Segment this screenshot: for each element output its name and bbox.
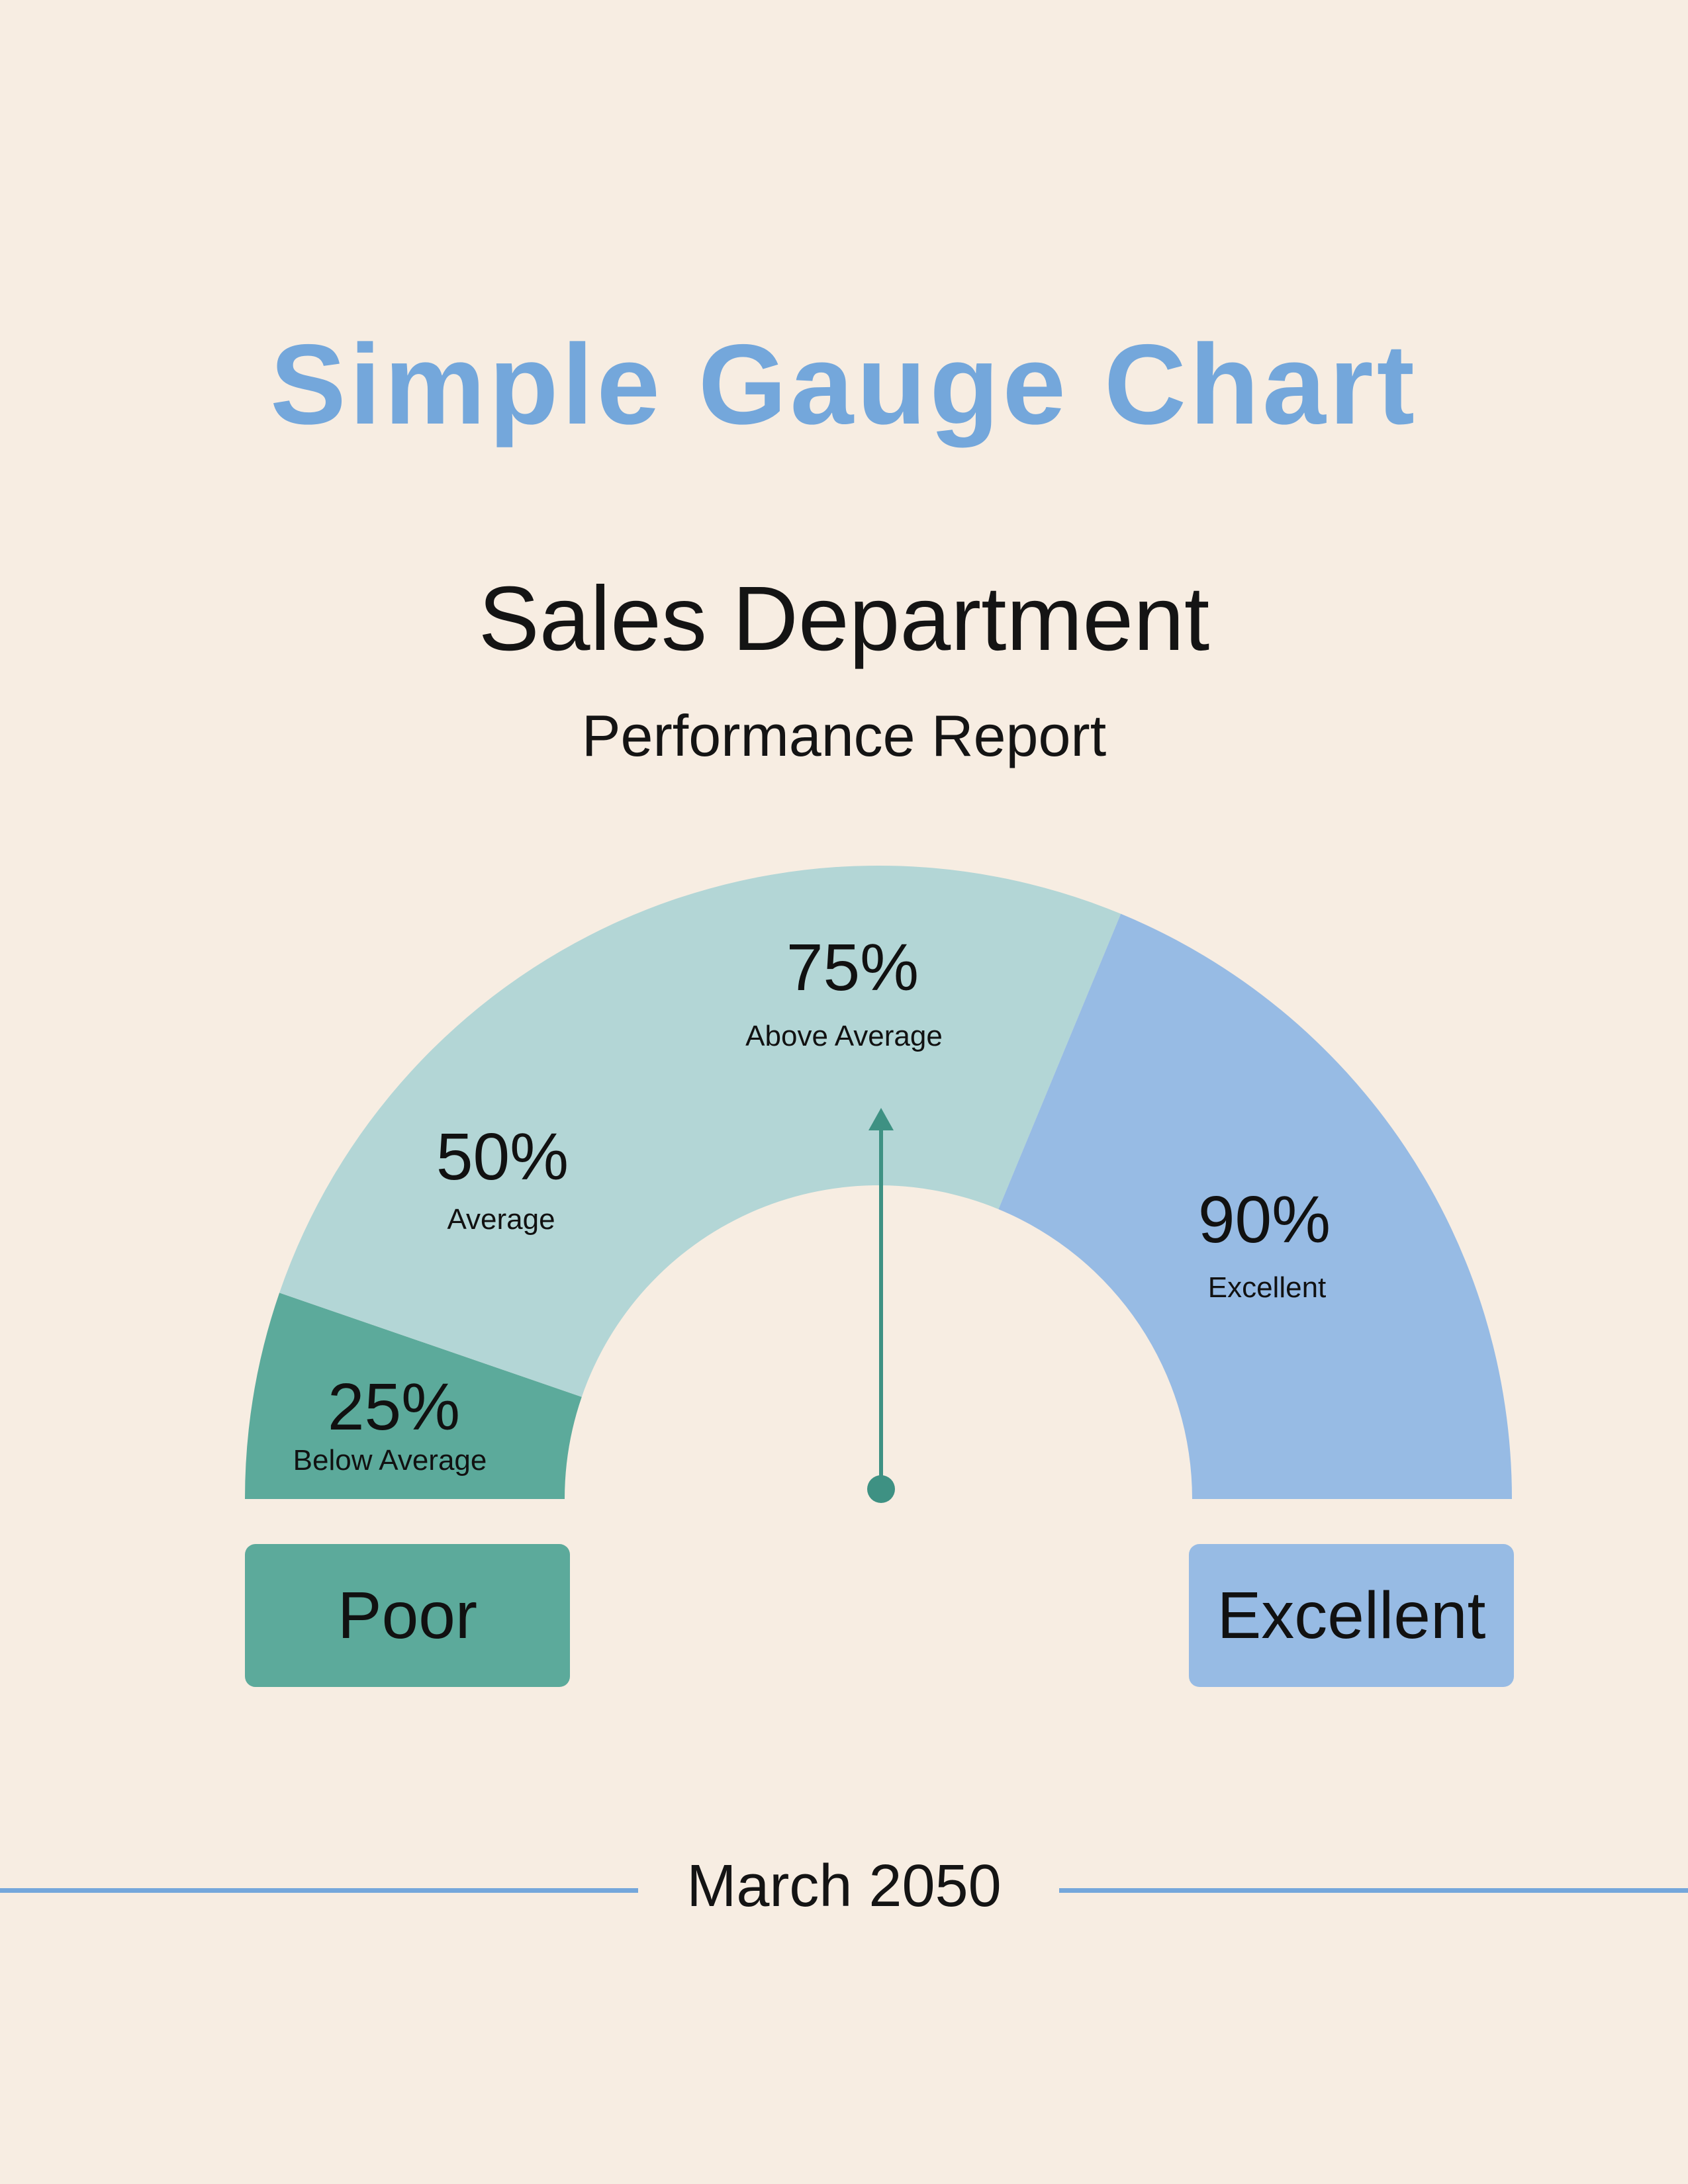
footer-divider-left — [0, 1888, 638, 1893]
gauge-sublabel: Excellent — [1207, 1271, 1327, 1304]
gauge-sublabel-average: Average — [447, 1205, 555, 1234]
gauge-needle — [867, 1108, 895, 1503]
legend-chip-label: Excellent — [1217, 1578, 1486, 1653]
gauge-segment-excellent — [998, 913, 1512, 1499]
gauge-value-label: 50% — [436, 1120, 569, 1194]
gauge-segment-average — [279, 865, 1121, 1397]
gauge-segment-below-average — [245, 1293, 582, 1499]
footer-divider-right — [1059, 1888, 1688, 1893]
page-title: Simple Gauge Chart — [270, 321, 1418, 448]
gauge-value-label: 90% — [1197, 1183, 1331, 1257]
report-subtitle: Sales Department — [478, 568, 1210, 670]
gauge-sublabel-excellent: Excellent — [1208, 1273, 1327, 1302]
needle-pivot-dot — [867, 1475, 895, 1503]
gauge-sublabel-below-average: Below Average — [293, 1446, 487, 1475]
legend-chip-excellent: Excellent — [1189, 1544, 1514, 1687]
gauge-value-75: 75% — [786, 934, 919, 1001]
legend-chip-poor: Poor — [245, 1544, 570, 1687]
legend-chip-label: Poor — [337, 1578, 478, 1653]
gauge-sublabel-above-average: Above Average — [745, 1022, 943, 1051]
gauge-value-label: 25% — [327, 1370, 461, 1444]
gauge-value-label: 75% — [786, 931, 919, 1005]
gauge-value-90: 90% — [1198, 1187, 1331, 1253]
needle-arrow-icon — [868, 1108, 894, 1130]
gauge-sublabel: Above Average — [745, 1020, 943, 1052]
gauge-sublabel: Below Average — [293, 1444, 487, 1477]
gauge-value-25: 25% — [328, 1374, 460, 1440]
report-subtitle-2: Performance Report — [581, 703, 1107, 768]
gauge-sublabel: Average — [447, 1203, 555, 1236]
footer-date: March 2050 — [686, 1853, 1002, 1919]
gauge-value-50: 50% — [436, 1124, 569, 1190]
